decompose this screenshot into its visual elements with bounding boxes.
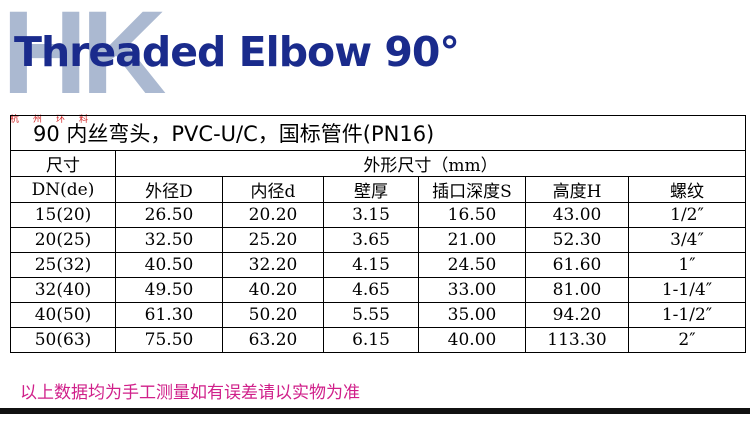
header-cell: 尺寸: [10, 150, 116, 177]
table-cell: 40(50): [10, 302, 116, 328]
table-cell: 21.00: [418, 227, 526, 253]
table-cell: 25.20: [222, 227, 324, 253]
table-cell: 50.20: [222, 302, 324, 328]
table-cell: 20.20: [222, 202, 324, 228]
table-cell: 40.20: [222, 277, 324, 303]
table-cell: 94.20: [525, 302, 629, 328]
table-cell: 81.00: [525, 277, 629, 303]
table-cell: 4.65: [323, 277, 419, 303]
table-cell: 2″: [628, 327, 746, 353]
table-cell: 40.50: [115, 252, 223, 278]
footer-note: 以上数据均为手工测量如有误差请以实物为准: [20, 383, 360, 403]
table-cell: 32.50: [115, 227, 223, 253]
header-cell: 壁厚: [323, 176, 419, 203]
table-cell: 25(32): [10, 252, 116, 278]
table-row: 50(63) 75.50 63.20 6.15 40.00 113.30 2″: [10, 327, 746, 353]
table-cell: 61.30: [115, 302, 223, 328]
table-cell: 75.50: [115, 327, 223, 353]
table-cell: 113.30: [525, 327, 629, 353]
table-cell: 50(63): [10, 327, 116, 353]
table-cell: 3.65: [323, 227, 419, 253]
table-cell: 3.15: [323, 202, 419, 228]
bottom-bar: [0, 408, 750, 414]
table-row: 15(20) 26.50 20.20 3.15 16.50 43.00 1/2″: [10, 202, 746, 228]
table-cell: 1-1/2″: [628, 302, 746, 328]
table-cell: 5.55: [323, 302, 419, 328]
spec-table: 90 内丝弯头，PVC-U/C，国标管件(PN16) 尺寸 外形尺寸（mm） DN…: [10, 115, 746, 353]
header-cell: 外径D: [115, 176, 223, 203]
table-cell: 16.50: [418, 202, 526, 228]
table-cell: 63.20: [222, 327, 324, 353]
table-row: 32(40) 49.50 40.20 4.65 33.00 81.00 1-1/4″: [10, 277, 746, 303]
header-cell: 螺纹: [628, 176, 746, 203]
table-cell: 20(25): [10, 227, 116, 253]
table-cell: 49.50: [115, 277, 223, 303]
table-cell: 32(40): [10, 277, 116, 303]
table-row: 40(50) 61.30 50.20 5.55 35.00 94.20 1-1/2″: [10, 302, 746, 328]
table-cell: 1/2″: [628, 202, 746, 228]
table-cell: 40.00: [418, 327, 526, 353]
table-cell: 1″: [628, 252, 746, 278]
table-cell: 52.30: [525, 227, 629, 253]
table-cell: 33.00: [418, 277, 526, 303]
table-caption: 90 内丝弯头，PVC-U/C，国标管件(PN16): [10, 115, 746, 151]
table-cell: 35.00: [418, 302, 526, 328]
table-cell: 1-1/4″: [628, 277, 746, 303]
table-row: 25(32) 40.50 32.20 4.15 24.50 61.60 1″: [10, 252, 746, 278]
table-row: 20(25) 32.50 25.20 3.65 21.00 52.30 3/4″: [10, 227, 746, 253]
table-cell: 3/4″: [628, 227, 746, 253]
title: Threaded Elbow 90°: [14, 28, 460, 76]
table-cell: 43.00: [525, 202, 629, 228]
table-cell: 4.15: [323, 252, 419, 278]
table-cell: 6.15: [323, 327, 419, 353]
logo: HK: [2, 0, 166, 119]
table-cell: 15(20): [10, 202, 116, 228]
header-cell: 高度H: [525, 176, 629, 203]
table-row: DN(de) 外径D 内径d 壁厚 插口深度S 高度H 螺纹: [10, 176, 746, 203]
header-cell: DN(de): [10, 176, 116, 203]
table-cell: 32.20: [222, 252, 324, 278]
header-cell: 内径d: [222, 176, 324, 203]
table-cell: 26.50: [115, 202, 223, 228]
header-cell: 插口深度S: [418, 176, 526, 203]
table-cell: 24.50: [418, 252, 526, 278]
header-cell: 外形尺寸（mm）: [115, 150, 746, 177]
table-cell: 61.60: [525, 252, 629, 278]
